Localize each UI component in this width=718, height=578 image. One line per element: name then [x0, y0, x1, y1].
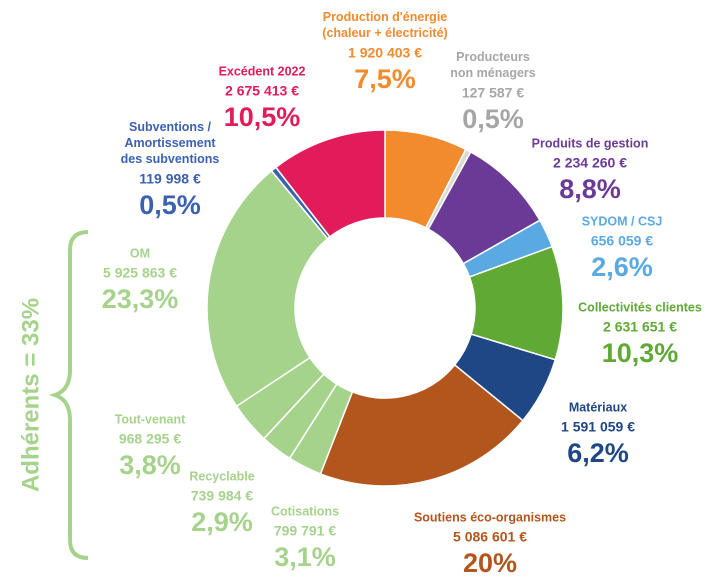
- slice-name: Subventions / Amortissement des subvention…: [121, 120, 220, 166]
- slice-name: Production d'énergie (chaleur + électrici…: [322, 10, 447, 40]
- slice-amount: 656 059 €: [591, 233, 653, 249]
- slice-amount: 799 791 €: [274, 523, 336, 539]
- slice-name: Recyclable: [189, 469, 254, 483]
- slice-name: Tout-venant: [115, 412, 186, 426]
- slice-name: Produits de gestion: [532, 136, 649, 150]
- slice-percent: 23,3%: [102, 284, 179, 314]
- slice-percent: 8,8%: [559, 174, 621, 204]
- slice-amount: 2 675 413 €: [225, 83, 299, 99]
- annotation: Adhérents = 33%: [17, 298, 44, 492]
- slice-amount: 2 631 651 €: [603, 319, 677, 335]
- slice-amount: 5 925 863 €: [103, 265, 177, 281]
- slice-percent: 10,5%: [224, 102, 301, 132]
- slice-name: Excédent 2022: [219, 64, 306, 78]
- slice-amount: 5 086 601 €: [453, 529, 527, 545]
- slice-amount: 1 591 059 €: [561, 419, 635, 435]
- slice-amount: 127 587 €: [462, 85, 524, 101]
- slice-name: SYDOM / CSJ: [582, 214, 663, 228]
- slice: [206, 169, 329, 408]
- slice-percent: 3,8%: [119, 450, 181, 480]
- slice-percent: 2,6%: [591, 252, 653, 282]
- brace: [48, 230, 89, 560]
- slice-name: Producteurs non ménagers: [450, 50, 535, 80]
- slice-percent: 0,5%: [462, 104, 524, 134]
- slice: [319, 363, 524, 487]
- slice-name: Collectivités clientes: [578, 300, 702, 314]
- slice-percent: 0,5%: [139, 190, 201, 220]
- slice-amount: 119 998 €: [139, 171, 201, 187]
- slice-amount: 968 295 €: [119, 431, 181, 447]
- slice-amount: 739 984 €: [191, 488, 253, 504]
- slice-percent: 10,3%: [602, 338, 679, 368]
- slice-percent: 2,9%: [191, 507, 253, 537]
- slice: [274, 129, 386, 238]
- slice-amount: 1 920 403 €: [348, 45, 422, 61]
- slice-amount: 2 234 260 €: [553, 155, 627, 171]
- slice-name: OM: [130, 246, 150, 260]
- slice-name: Soutiens éco-organismes: [414, 510, 566, 524]
- slice-percent: 20%: [463, 548, 517, 578]
- slice-name: Matériaux: [569, 400, 627, 414]
- slice-percent: 6,2%: [567, 438, 629, 468]
- slice-name: Cotisations: [271, 504, 339, 518]
- slice-percent: 3,1%: [274, 542, 336, 572]
- slice-percent: 7,5%: [354, 64, 416, 94]
